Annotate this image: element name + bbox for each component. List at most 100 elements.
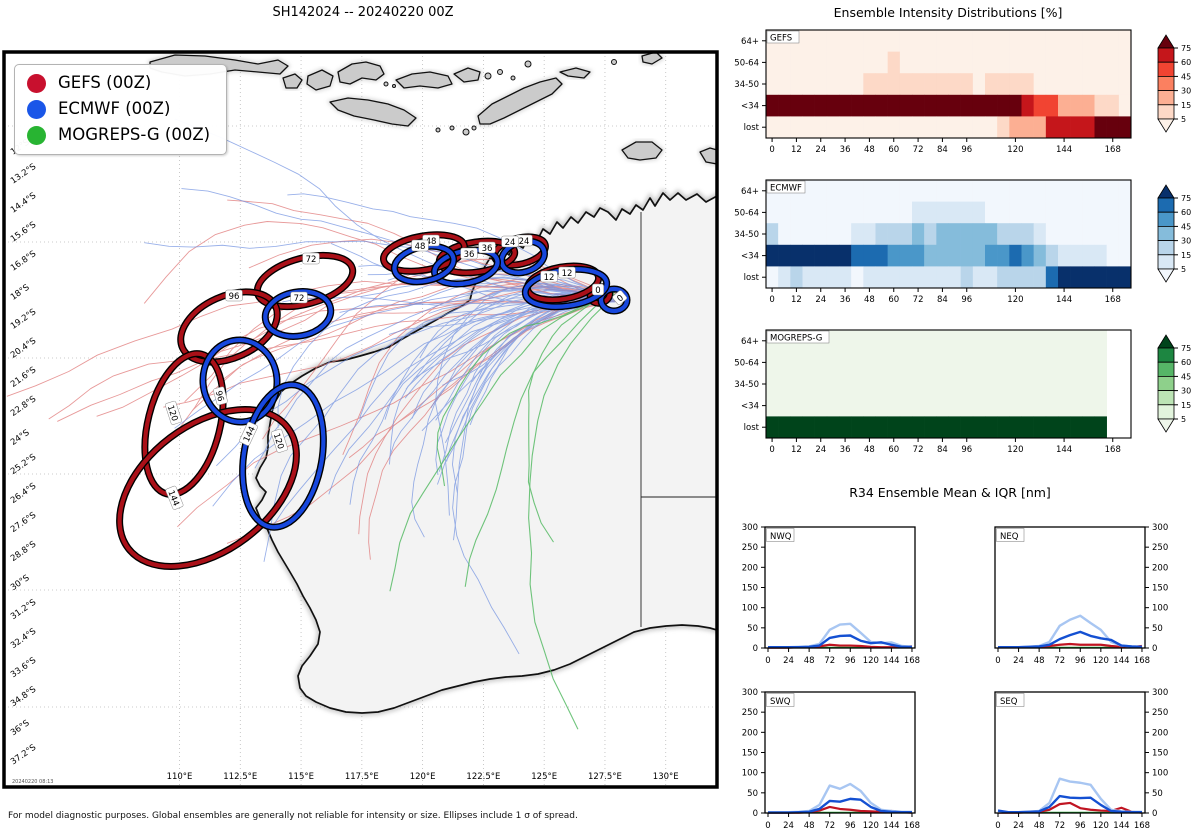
heatmap-cell: [899, 51, 913, 74]
r34-y-tick-label: 300: [742, 688, 758, 698]
heatmap-cell: [1033, 244, 1047, 267]
heatmap-cell: [790, 244, 803, 267]
heatmap-cell: [1058, 266, 1071, 289]
heatmap-cell: [960, 51, 974, 74]
heatmap-cell: [1045, 330, 1059, 352]
r34-inset-label: NWQ: [770, 532, 792, 542]
svg-text:120: 120: [165, 404, 180, 423]
heatmap-cell: [1033, 394, 1047, 417]
heatmap-cell: [924, 201, 937, 224]
heatmap-cell: [936, 244, 949, 267]
ellipse-label-gefs-12: 12: [540, 270, 558, 283]
heatmap-cell: [778, 394, 791, 417]
heatmap-x-tick-label: 48: [864, 295, 875, 305]
ellipse-label-ecmwf-96: 96: [213, 386, 228, 406]
ellipse-label-gefs-36: 36: [478, 241, 496, 254]
heatmap-cell: [766, 223, 779, 246]
heatmap-cell: [1021, 394, 1034, 417]
r34-inset-label: NEQ: [1000, 532, 1019, 542]
colorbar-segment: [1157, 211, 1175, 227]
ellipse-label-ecmwf-0: 0: [612, 290, 628, 305]
heatmap-cell: [802, 30, 815, 52]
colorbar-tick-label: 75: [1181, 194, 1191, 203]
heatmap-cell: [851, 30, 864, 52]
r34-y-tick-label: 0: [1152, 644, 1157, 654]
r34-y-tick-label: 300: [1152, 523, 1168, 533]
heatmap-cell: [790, 223, 803, 246]
heatmap-cell: [778, 94, 791, 117]
heatmap-cell: [899, 394, 913, 417]
heatmap-cell: [814, 416, 828, 439]
r34-x-tick-label: 144: [1113, 821, 1129, 831]
ensemble-track-gefs: [226, 291, 612, 544]
r34-x-tick-label: 72: [1054, 821, 1065, 831]
diagnostics-panel: GEFS 64+ 50-64 34-50 <34 lost 0 12 24 36 48 60 72 84 9…: [734, 5, 1191, 831]
heatmap-cell: [839, 180, 852, 202]
heatmap-cell: [997, 223, 1010, 246]
heatmap-cell: [960, 394, 974, 417]
r34-series-ecmwf-iqr: [998, 614, 1143, 649]
heatmap-cell: [875, 116, 888, 139]
heatmap-cell: [1045, 244, 1059, 267]
heatmap-cell: [826, 373, 840, 396]
heatmap-cell: [778, 201, 791, 224]
heatmap-cell: [948, 30, 961, 52]
heatmap-cell: [814, 73, 828, 96]
heatmap-cell: [972, 244, 986, 267]
heatmap-cell: [814, 223, 828, 246]
heatmap-cell: [790, 351, 803, 374]
heatmap-cell: [960, 116, 974, 139]
ensemble-track-ecmwf: [254, 287, 612, 469]
heatmap-cell: [814, 116, 828, 139]
r34-x-tick-label: 48: [804, 656, 815, 666]
heatmap-cell: [1009, 266, 1022, 289]
colorbar-tick-label: 45: [1181, 372, 1191, 381]
colorbar-mogreps: 75 60 45 30 15 5: [1157, 334, 1191, 433]
heatmap-cell: [1033, 73, 1047, 96]
colorbar-under-arrow: [1157, 268, 1175, 283]
heatmap-cell: [1058, 351, 1071, 374]
islet: [611, 59, 617, 65]
heatmap-cell: [790, 416, 803, 439]
r34-y-tick-label: 100: [1152, 769, 1168, 779]
heatmap-cell: [1070, 30, 1083, 52]
heatmap-cell: [899, 416, 913, 439]
heatmap-cell: [1009, 330, 1022, 352]
ensemble-track-gefs: [163, 285, 610, 408]
heatmap-cell: [839, 223, 852, 246]
heatmap-cell: [1094, 201, 1107, 224]
heatmap-cell: [960, 330, 974, 352]
heatmap-cell: [1070, 73, 1083, 96]
ensemble-track-gefs: [348, 297, 610, 459]
heatmap-row-label: 64+: [741, 337, 759, 347]
heatmap-cell: [1082, 330, 1095, 352]
heatmap-cell: [814, 394, 828, 417]
heatmap-cell: [948, 266, 961, 289]
heatmap-cell: [1021, 330, 1034, 352]
heatmap-cell: [766, 351, 779, 374]
ensemble-track-mogreps: [464, 291, 611, 587]
heatmap-cell: [1082, 351, 1095, 374]
ellipse-label-gefs-96: 96: [225, 289, 243, 302]
heatmap-cell: [1094, 351, 1107, 374]
island: [337, 61, 385, 85]
ellipse-label-ecmwf-72: 72: [290, 291, 308, 304]
heatmap-cell: [1033, 416, 1047, 439]
heatmap-cell: [960, 266, 974, 289]
heatmap-cell: [875, 351, 888, 374]
heatmap-cell: [936, 373, 949, 396]
ensemble-track-mogreps: [436, 293, 615, 487]
heatmap-cell: [1118, 266, 1132, 289]
r34-x-tick-label: 0: [765, 821, 770, 831]
heatmap-x-tick-label: 72: [913, 145, 924, 155]
heatmap-cell: [1045, 223, 1059, 246]
heatmap-cell: [948, 223, 961, 246]
heatmap-inset-label: ECMWF: [770, 184, 802, 194]
ellipse-label-gefs-72: 72: [302, 252, 320, 265]
heatmap-cell: [851, 94, 864, 117]
heatmap-cell: [778, 244, 791, 267]
heatmap-cell: [1021, 244, 1034, 267]
heatmap-cell: [1045, 373, 1059, 396]
